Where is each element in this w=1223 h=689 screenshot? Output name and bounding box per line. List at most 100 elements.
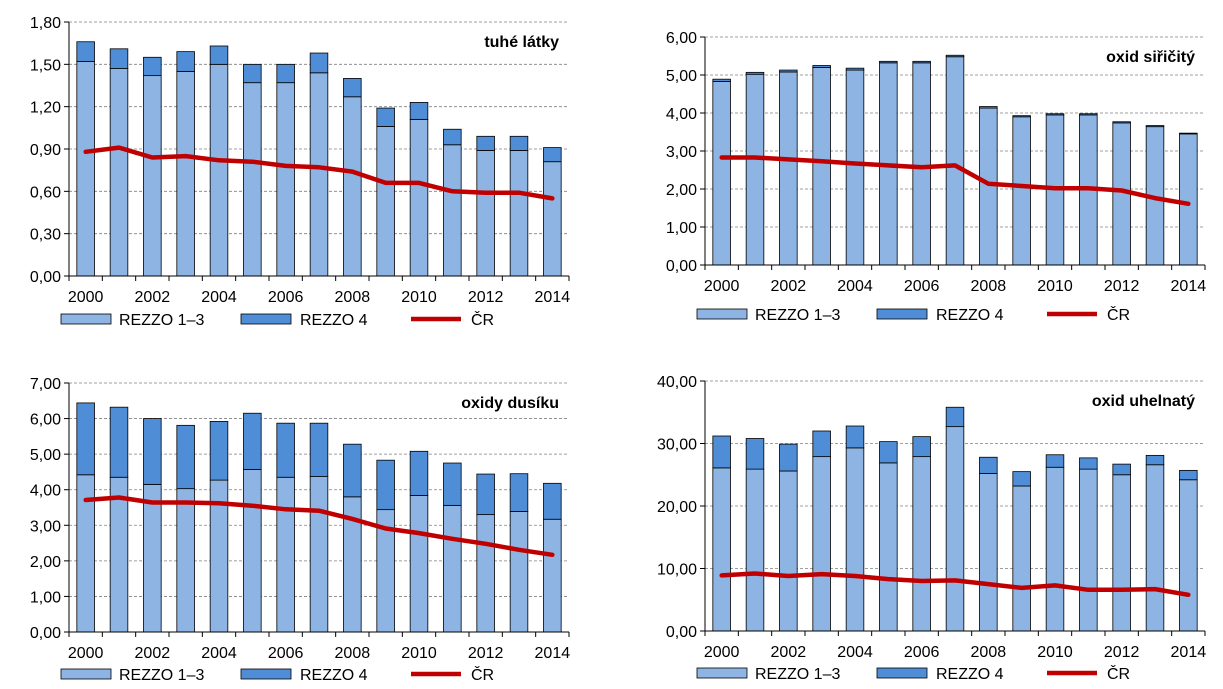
x-tick-label: 2008 — [971, 644, 1007, 661]
bar-rezzo-4 — [812, 65, 831, 68]
bar-rezzo-4 — [509, 473, 529, 512]
bar-rezzo-4 — [712, 78, 731, 82]
bar-rezzo-1-3 — [476, 514, 495, 633]
bar-rezzo-1-3 — [712, 467, 731, 632]
y-tick-label: 0,00 — [30, 269, 61, 286]
x-tick-label: 2004 — [201, 289, 237, 306]
bar-rezzo-4 — [376, 107, 395, 127]
chart-title: oxid siřičitý — [1106, 49, 1195, 66]
x-tick-label: 2004 — [837, 278, 873, 295]
bar-rezzo-4 — [1145, 454, 1165, 466]
y-tick-label: 1,50 — [30, 57, 61, 74]
bar-rezzo-1-3 — [745, 73, 765, 266]
y-tick-label: 0,00 — [30, 625, 61, 642]
bar-rezzo-1-3 — [343, 96, 362, 277]
y-tick-label: 30,00 — [657, 437, 697, 454]
bar-rezzo-1-3 — [376, 126, 395, 277]
bar-rezzo-1-3 — [1112, 474, 1131, 632]
x-tick-label: 2010 — [401, 645, 437, 662]
legend-label-cr: ČR — [1107, 305, 1130, 324]
bar-rezzo-4 — [76, 41, 95, 62]
x-tick-label: 2004 — [201, 645, 237, 662]
bar-rezzo-4 — [109, 406, 129, 478]
y-tick-label: 0,90 — [30, 142, 61, 159]
bar-rezzo-4 — [509, 135, 529, 151]
bar-rezzo-1-3 — [1045, 466, 1065, 632]
bar-rezzo-4 — [209, 421, 229, 481]
bar-rezzo-1-3 — [543, 518, 562, 633]
bar-rezzo-1-3 — [176, 70, 195, 277]
legend: REZZO 1–3 REZZO 4 ČR — [696, 305, 1130, 324]
bar-rezzo-1-3 — [309, 72, 329, 277]
x-tick-label: 2000 — [68, 289, 104, 306]
bar-rezzo-4 — [845, 67, 865, 71]
chart-title: oxid uhelnatý — [1092, 393, 1195, 410]
bar-rezzo-1-3 — [243, 469, 262, 633]
bar-rezzo-4 — [243, 412, 262, 470]
legend-label-cr: ČR — [471, 310, 494, 329]
bar-rezzo-4 — [845, 425, 865, 449]
bar-rezzo-1-3 — [443, 144, 462, 277]
legend: REZZO 1–3 REZZO 4 ČR — [696, 664, 1130, 683]
bar-rezzo-4 — [879, 441, 898, 464]
bar-rezzo-4 — [176, 424, 195, 490]
x-tick-label: 2000 — [704, 278, 740, 295]
x-tick-label: 2002 — [135, 645, 171, 662]
bar-rezzo-4 — [1045, 113, 1065, 116]
bar-rezzo-4 — [343, 443, 362, 498]
legend-swatch-rezzo-4 — [240, 313, 292, 325]
legend-swatch-rezzo-1-3 — [696, 667, 748, 679]
bar-rezzo-1-3 — [879, 462, 898, 632]
bar-rezzo-4 — [309, 52, 329, 74]
x-tick-label: 2010 — [1037, 278, 1073, 295]
legend-label-rezzo-1-3: REZZO 1–3 — [119, 312, 204, 329]
bar-rezzo-4 — [343, 78, 362, 98]
y-tick-label: 5,00 — [666, 68, 697, 85]
y-tick-label: 20,00 — [657, 499, 697, 516]
bar-rezzo-1-3 — [209, 63, 229, 277]
x-tick-label: 2012 — [468, 289, 504, 306]
bar-rezzo-4 — [1012, 115, 1031, 118]
bar-rezzo-4 — [779, 443, 798, 472]
bar-rezzo-1-3 — [779, 470, 798, 632]
bar-rezzo-4 — [1145, 125, 1165, 128]
legend-label-rezzo-4: REZZO 4 — [936, 666, 1004, 683]
bar-rezzo-4 — [712, 435, 731, 469]
x-tick-label: 2008 — [335, 645, 371, 662]
line-cr — [719, 155, 1191, 207]
bar-rezzo-4 — [945, 406, 965, 428]
chart-panel-2: 0,00 1,00 2,00 3,00 4,00 5,00 6,00 2000 2002 2004… — [666, 30, 1206, 324]
y-tick-label: 1,00 — [666, 220, 697, 237]
y-tick-label: 1,20 — [30, 100, 61, 117]
bar-rezzo-4 — [543, 482, 562, 520]
y-tick-label: 40,00 — [657, 374, 697, 391]
bar-rezzo-1-3 — [543, 161, 562, 277]
legend-label-cr: ČR — [1107, 664, 1130, 683]
bar-rezzo-1-3 — [845, 69, 865, 266]
legend-label-rezzo-4: REZZO 4 — [300, 312, 368, 329]
bar-rezzo-4 — [879, 60, 898, 64]
x-tick-label: 2002 — [771, 278, 807, 295]
x-tick-label: 2014 — [1171, 278, 1207, 295]
x-tick-label: 2014 — [535, 289, 571, 306]
legend: REZZO 1–3 REZZO 4 ČR — [60, 310, 494, 329]
y-tick-label: 3,00 — [30, 518, 61, 535]
legend-label-rezzo-1-3: REZZO 1–3 — [755, 666, 840, 683]
x-tick-label: 2006 — [268, 645, 304, 662]
x-tick-label: 2008 — [971, 278, 1007, 295]
legend-label-rezzo-1-3: REZZO 1–3 — [755, 307, 840, 324]
bar-rezzo-4 — [1179, 469, 1198, 481]
bar-rezzo-1-3 — [1012, 116, 1031, 266]
y-tick-label: 1,80 — [30, 15, 61, 32]
legend-label-rezzo-4: REZZO 4 — [300, 667, 368, 684]
bar-rezzo-1-3 — [476, 150, 495, 277]
line-cr — [83, 495, 555, 558]
y-tick-label: 5,00 — [30, 447, 61, 464]
bar-rezzo-1-3 — [309, 476, 329, 633]
bar-rezzo-1-3 — [276, 82, 295, 277]
bar-rezzo-1-3 — [409, 495, 429, 633]
chart-panel-4: 0,00 10,00 20,00 30,00 40,00 2000 2002 2004 2006… — [657, 374, 1206, 683]
x-tick-label: 2010 — [401, 289, 437, 306]
y-tick-label: 6,00 — [666, 30, 697, 47]
bar-rezzo-1-3 — [109, 68, 129, 277]
